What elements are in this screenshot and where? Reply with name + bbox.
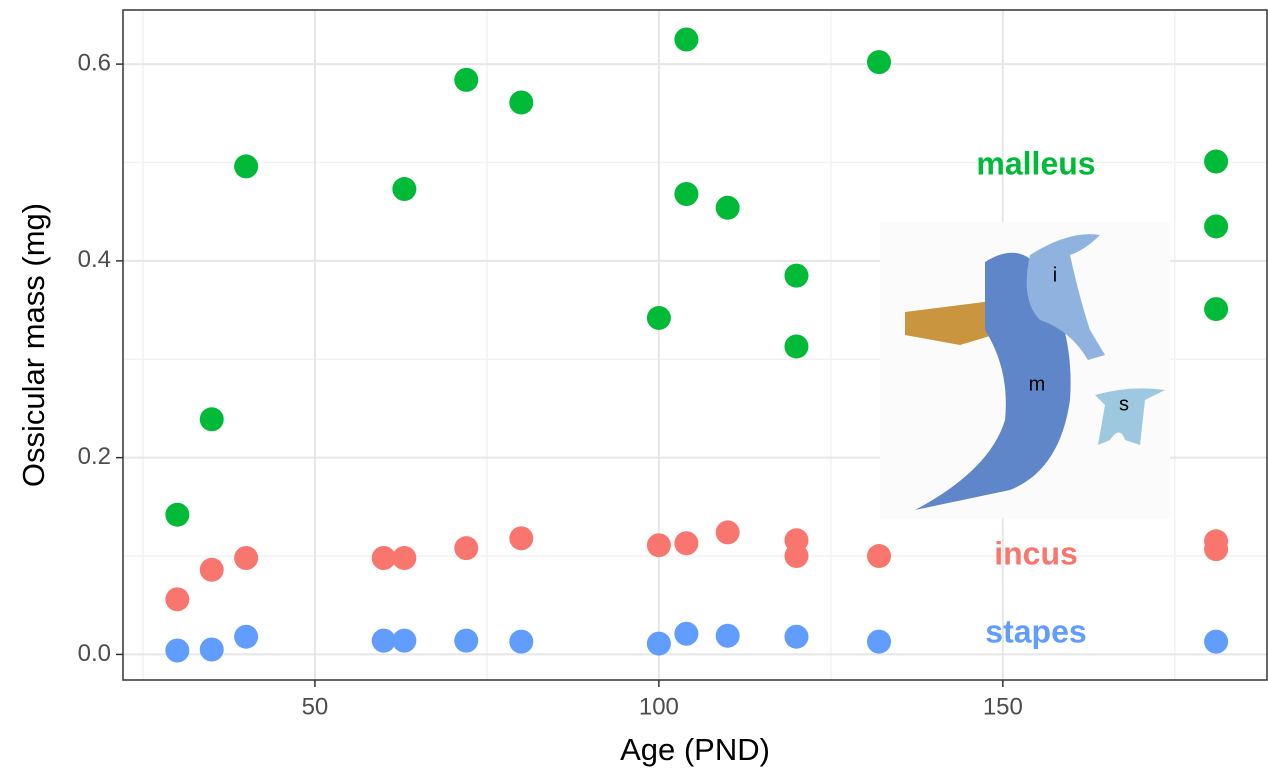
series-label: stapes [985,613,1086,649]
y-tick-label: 0.0 [78,640,111,667]
point [509,90,534,115]
point [784,263,809,288]
point [234,624,259,649]
point [674,531,699,556]
point [454,536,479,561]
point [454,628,479,653]
point [784,334,809,359]
image-label: i [1053,264,1057,286]
point [165,587,190,612]
point [371,546,396,571]
image-label: s [1119,393,1129,415]
y-tick-label: 0.4 [78,246,111,273]
point [234,154,259,179]
point [715,520,740,545]
point [715,623,740,648]
point [371,628,396,653]
x-axis-title: Age (PND) [620,732,770,767]
point [1204,297,1229,322]
point [1204,214,1229,239]
point [674,621,699,646]
plot-border [122,9,1268,681]
point [646,631,671,656]
ossicle-illustration: i m s [880,222,1170,518]
point [199,637,224,662]
y-tick-label: 0.2 [78,443,111,470]
x-tick-label: 50 [302,693,329,720]
point [867,50,892,75]
point [784,544,809,569]
point [165,502,190,527]
point [1204,537,1229,562]
point [1204,149,1229,174]
point [509,629,534,654]
malleus-handle [905,300,1010,345]
point [674,181,699,206]
point [509,526,534,551]
point [234,546,259,571]
point [1204,629,1229,654]
x-tick-label: 150 [983,693,1023,720]
point [715,195,740,220]
stapes-shape [1095,388,1165,445]
point [199,557,224,582]
point [392,628,417,653]
point [454,67,479,92]
series-label: malleus [976,145,1095,181]
y-axis-title: Ossicular mass (mg) [16,203,51,487]
image-label: m [1029,373,1046,395]
points [165,27,1229,663]
point [392,177,417,202]
point [199,407,224,432]
point [867,629,892,654]
series-label: incus [994,535,1078,571]
point [646,533,671,558]
point [674,27,699,52]
point [784,624,809,649]
point [392,546,417,571]
incus-shape [1026,234,1105,360]
x-tick-label: 100 [639,693,679,720]
malleus-shape [915,252,1071,510]
y-tick-label: 0.6 [78,49,111,76]
point [646,305,671,330]
point [165,638,190,663]
point [867,544,892,569]
